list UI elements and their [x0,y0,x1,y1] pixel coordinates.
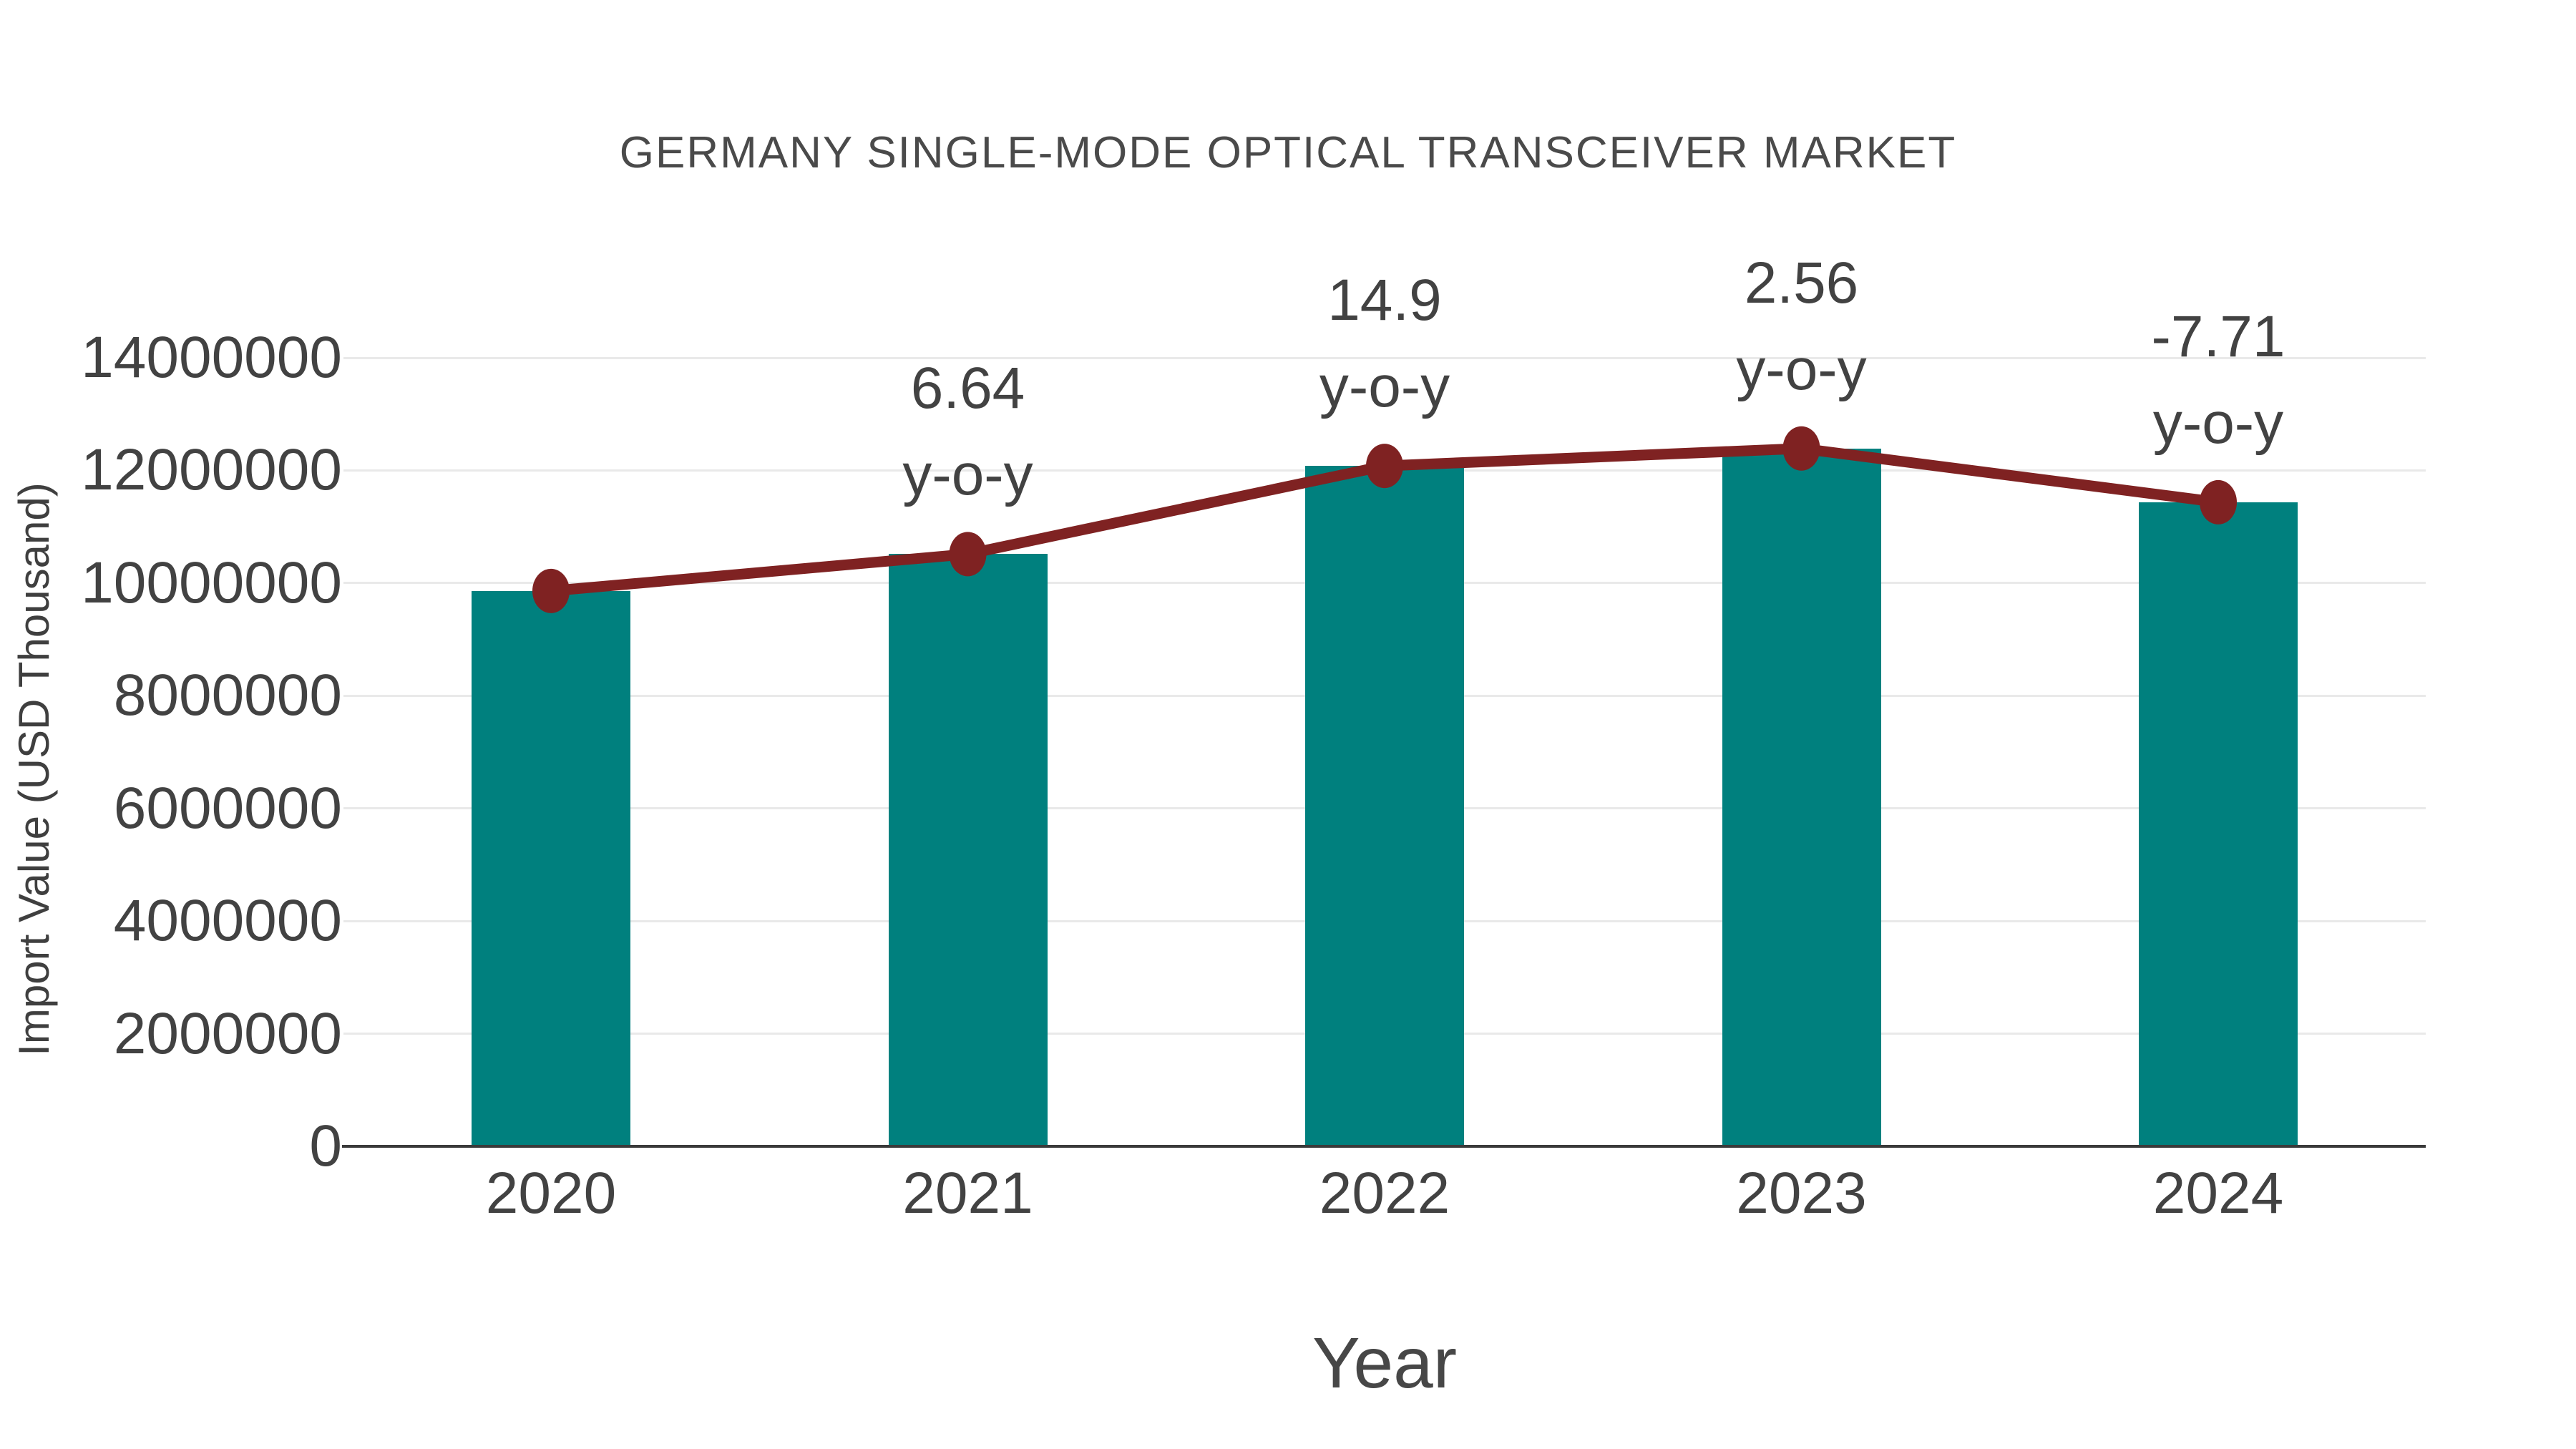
bar [888,554,1048,1146]
x-tick-label: 2023 [1736,1161,1867,1226]
bar [472,590,630,1146]
x-tick-label: 2021 [902,1161,1033,1226]
yoy-value-label: -7.71 [2151,303,2285,369]
bar [1722,448,1881,1146]
yoy-text-label: y-o-y [1319,354,1450,420]
y-tick-label: 8000000 [113,663,342,728]
x-axis-line [342,1145,2426,1148]
y-tick-label: 2000000 [113,1000,342,1066]
chart-title: GERMANY SINGLE-MODE OPTICAL TRANSCEIVER … [619,128,1957,177]
yoy-value-label: 2.56 [1744,250,1859,316]
x-tick-label: 2020 [485,1161,617,1226]
yoy-text-label: y-o-y [1736,336,1867,402]
yoy-text-label: y-o-y [902,442,1033,508]
bar [2139,502,2298,1146]
x-axis-title: Year [1312,1323,1458,1403]
bar [1305,466,1464,1146]
yoy-value-label: 14.9 [1327,268,1442,333]
x-tick-label: 2022 [1319,1161,1450,1226]
yoy-text-label: y-o-y [2152,390,2284,456]
y-tick-label: 12000000 [81,437,342,503]
y-tick-label: 14000000 [81,325,342,390]
y-tick-label: 4000000 [113,888,342,954]
y-tick-label: 10000000 [81,550,342,615]
y-tick-label: 0 [309,1113,342,1179]
gridline [343,356,2426,359]
x-tick-label: 2024 [2152,1161,2284,1226]
yoy-value-label: 6.64 [910,356,1025,421]
y-tick-label: 6000000 [113,775,342,841]
